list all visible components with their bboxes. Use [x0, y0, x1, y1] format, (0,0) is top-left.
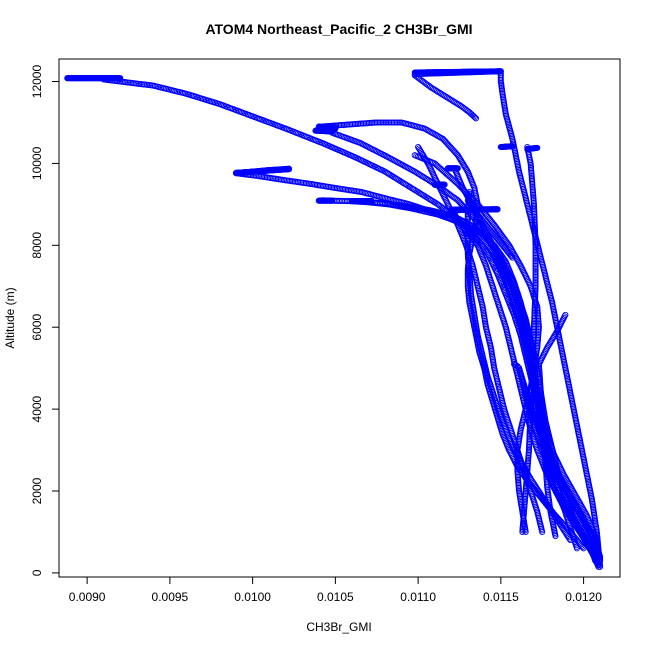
- y-tick-label: 6000: [30, 314, 44, 341]
- y-tick-label: 2000: [30, 477, 44, 504]
- data-point: [375, 119, 382, 126]
- x-tick-label: 0.0120: [565, 590, 602, 604]
- data-point: [532, 262, 539, 269]
- x-tick-label: 0.0110: [400, 590, 436, 604]
- data-point: [532, 280, 539, 287]
- data-point: [532, 267, 539, 274]
- x-tick-label: 0.0095: [152, 590, 189, 604]
- data-point: [532, 269, 539, 276]
- data-point: [529, 363, 536, 370]
- data-point: [530, 343, 537, 350]
- x-tick-label: 0.0115: [483, 590, 519, 604]
- data-point: [415, 143, 422, 151]
- data-point: [464, 226, 471, 233]
- data-point: [384, 119, 391, 126]
- data-point: [466, 189, 473, 196]
- data-points: [64, 68, 604, 570]
- data-point: [528, 380, 535, 387]
- data-point: [532, 286, 539, 293]
- chart-title: ATOM4 Northeast_Pacific_2 CH3Br_GMI: [205, 21, 472, 37]
- data-point: [464, 212, 471, 219]
- y-tick-label: 8000: [30, 232, 44, 259]
- data-point: [464, 231, 471, 238]
- data-point: [531, 311, 538, 318]
- data-point: [530, 325, 537, 332]
- data-point: [532, 261, 539, 268]
- data-point: [529, 368, 536, 375]
- data-point: [530, 338, 537, 345]
- data-point: [532, 294, 539, 301]
- x-tick-label: 0.0090: [69, 590, 106, 604]
- data-point: [464, 218, 471, 226]
- data-point: [387, 119, 394, 126]
- x-axis: 0.0090 0.0095 0.0100 0.0105 0.0110 0.0115 0.01…: [69, 577, 602, 604]
- plot-frame: [58, 58, 621, 578]
- data-point: [398, 119, 405, 126]
- data-point: [464, 225, 471, 232]
- data-point: [464, 220, 471, 227]
- y-axis-label: Altitude (m): [3, 287, 17, 348]
- y-tick-label: 0: [30, 569, 44, 576]
- data-point: [529, 350, 536, 358]
- data-point: [464, 214, 471, 221]
- data-point: [532, 275, 539, 282]
- data-point: [392, 119, 399, 126]
- x-axis-label: CH3Br_GMI: [306, 620, 371, 634]
- data-point: [395, 119, 402, 126]
- y-tick-label: 4000: [30, 395, 44, 422]
- data-point: [390, 119, 397, 126]
- data-point: [531, 298, 539, 306]
- y-tick-label: 12000: [30, 65, 44, 99]
- data-point: [378, 119, 385, 126]
- data-point: [532, 273, 539, 280]
- x-tick-label: 0.0105: [317, 590, 354, 604]
- x-tick-label: 0.0100: [234, 590, 271, 604]
- data-point: [381, 119, 388, 126]
- data-point: [532, 281, 539, 288]
- data-point: [411, 152, 418, 159]
- data-point: [529, 355, 536, 362]
- y-axis: 0 2000 4000 6000 8000 10000 12000: [30, 65, 59, 576]
- data-point: [532, 250, 539, 257]
- y-tick-label: 10000: [30, 146, 44, 180]
